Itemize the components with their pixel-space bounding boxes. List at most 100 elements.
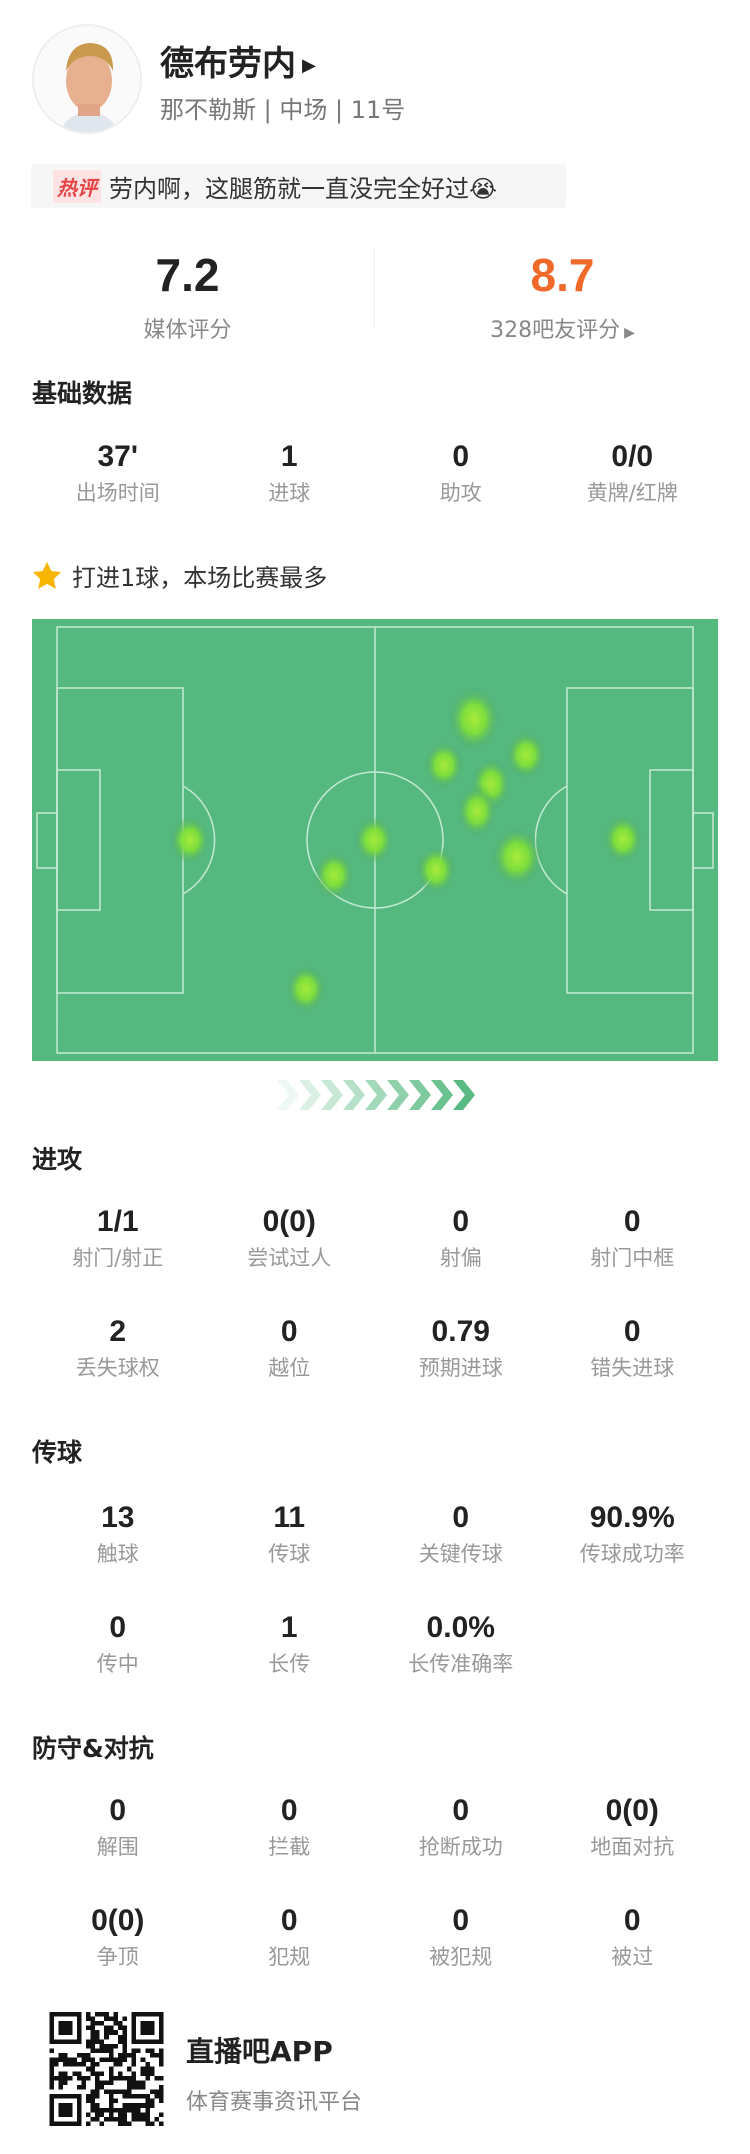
fan-rating[interactable]: 8.7 328吧友评分 ▶	[375, 248, 750, 344]
heat-spot	[354, 816, 394, 864]
team-name: 那不勒斯	[160, 96, 256, 124]
pitch-lines	[36, 626, 714, 1054]
stat-item: 1/1 射门/射正	[32, 1205, 204, 1271]
highlight-text: 打进1球，本场比赛最多	[72, 564, 328, 592]
fan-rating-value: 8.7	[530, 249, 595, 301]
player-name-link[interactable]: 德布劳内 ▶	[160, 36, 316, 85]
heat-spot	[603, 815, 643, 863]
stat-label: 错失进球	[590, 1356, 675, 1380]
stat-value: 0.0%	[426, 1611, 495, 1644]
stat-value: 0(0)	[605, 1794, 659, 1827]
shirt-number: 11号	[350, 96, 406, 124]
stat-item: 0 解围	[32, 1794, 204, 1860]
stat-value: 0	[280, 1315, 298, 1348]
stat-value: 90.9%	[589, 1501, 675, 1534]
player-info: 那不勒斯 | 中场 | 11号	[160, 90, 405, 125]
hot-comment[interactable]: 热评 劳内啊，这腿筋就一直没完全好过😭	[31, 164, 566, 208]
stat-value: 0	[452, 1501, 470, 1534]
stat-label: 尝试过人	[247, 1246, 332, 1270]
stat-value: 0	[109, 1611, 127, 1644]
stat-label: 射门中框	[590, 1246, 675, 1270]
stat-value: 0	[280, 1904, 298, 1937]
chevron-right-icon	[453, 1080, 475, 1110]
stat-item: 0 拦截	[204, 1794, 376, 1860]
stat-value: 13	[101, 1501, 135, 1534]
player-photo	[34, 26, 140, 132]
stat-item: 0 关键传球	[375, 1501, 547, 1567]
hot-comment-text: 劳内啊，这腿筋就一直没完全好过😭	[109, 174, 498, 203]
fan-rating-label: 328吧友评分	[490, 318, 621, 343]
stat-value: 0	[452, 440, 470, 473]
stat-label: 传球	[268, 1542, 311, 1566]
stat-item: 2 丢失球权	[32, 1315, 204, 1381]
stat-item: 0/0 黄牌/红牌	[547, 440, 719, 506]
section-title-defense: 防守&对抗	[32, 1734, 154, 1763]
heat-spot	[424, 741, 464, 789]
chevron-right-icon	[387, 1080, 409, 1110]
stat-item: 0(0) 地面对抗	[547, 1794, 719, 1860]
stat-item: 37' 出场时间	[32, 440, 204, 506]
heat-spot	[457, 785, 497, 837]
stat-item: 0(0) 尝试过人	[204, 1205, 376, 1271]
stat-label: 触球	[96, 1542, 139, 1566]
stat-label: 被过	[611, 1945, 654, 1969]
stat-value: 0.79	[431, 1315, 490, 1348]
separator: |	[327, 96, 351, 124]
heat-spot	[286, 965, 326, 1013]
stat-item: 0 犯规	[204, 1904, 376, 1970]
stat-label: 传中	[96, 1652, 139, 1676]
play-arrow-icon: ▶	[302, 55, 316, 76]
chevron-right-icon	[409, 1080, 431, 1110]
attack-stats: 1/1 射门/射正 0(0) 尝试过人 0 射偏 0 射门中框 2 丢失球权 0 越位 0.79 预期进球…	[32, 1205, 718, 1381]
player-avatar[interactable]	[32, 24, 142, 134]
heat-spot	[491, 827, 543, 887]
stat-item: 1 进球	[204, 440, 376, 506]
stat-label: 出场时间	[75, 481, 160, 505]
stat-item: 11 传球	[204, 1501, 376, 1567]
heat-spot	[506, 731, 546, 779]
stat-label: 拦截	[268, 1835, 311, 1859]
chevron-right-icon	[431, 1080, 453, 1110]
stat-value: 0	[280, 1794, 298, 1827]
stat-item: 0.79 预期进球	[375, 1315, 547, 1381]
section-title-basic: 基础数据	[32, 379, 133, 408]
stat-label: 丢失球权	[75, 1356, 160, 1380]
stat-item: 0(0) 争顶	[32, 1904, 204, 1970]
chevron-right-icon	[299, 1080, 321, 1110]
divider	[374, 248, 375, 328]
media-rating-label: 媒体评分	[143, 318, 232, 343]
stat-label: 抢断成功	[418, 1835, 503, 1859]
chevron-right-icon	[365, 1080, 387, 1110]
attack-direction-arrows	[277, 1080, 475, 1110]
stat-item: 0 射门中框	[547, 1205, 719, 1271]
stat-value: 0/0	[611, 440, 654, 473]
stat-value: 0	[623, 1904, 641, 1937]
chevron-right-icon	[277, 1080, 299, 1110]
stat-value: 0	[623, 1205, 641, 1238]
section-title-passing: 传球	[32, 1438, 83, 1467]
stat-item: 0 错失进球	[547, 1315, 719, 1381]
stat-value: 1/1	[96, 1205, 139, 1238]
stat-label: 预期进球	[418, 1356, 503, 1380]
passing-stats: 13 触球 11 传球 0 关键传球 90.9% 传球成功率 0 传中 1 长传 0.0% 长传准确率	[32, 1501, 718, 1677]
stat-item: 90.9% 传球成功率	[547, 1501, 719, 1567]
stat-item: 0 传中	[32, 1611, 204, 1677]
app-slogan: 体育赛事资讯平台	[186, 2090, 363, 2115]
stat-value: 0	[623, 1315, 641, 1348]
stat-label: 长传准确率	[408, 1652, 514, 1676]
section-title-attack: 进攻	[32, 1145, 83, 1174]
stat-item: 1 长传	[204, 1611, 376, 1677]
media-rating-value: 7.2	[155, 249, 220, 301]
basic-stats: 37' 出场时间 1 进球 0 助攻 0/0 黄牌/红牌	[32, 440, 718, 506]
stat-value: 0	[452, 1904, 470, 1937]
stat-item: 0 助攻	[375, 440, 547, 506]
position: 中场	[279, 96, 328, 124]
defense-stats: 0 解围 0 拦截 0 抢断成功 0(0) 地面对抗 0(0) 争顶 0 犯规 0 被犯规 0 被过	[32, 1794, 718, 1970]
stat-label: 进球	[268, 481, 311, 505]
stat-item: 0 越位	[204, 1315, 376, 1381]
play-arrow-icon: ▶	[624, 325, 635, 341]
separator: |	[256, 96, 280, 124]
star-icon	[32, 561, 62, 589]
stat-item: 0 射偏	[375, 1205, 547, 1271]
player-name: 德布劳内	[160, 44, 296, 84]
